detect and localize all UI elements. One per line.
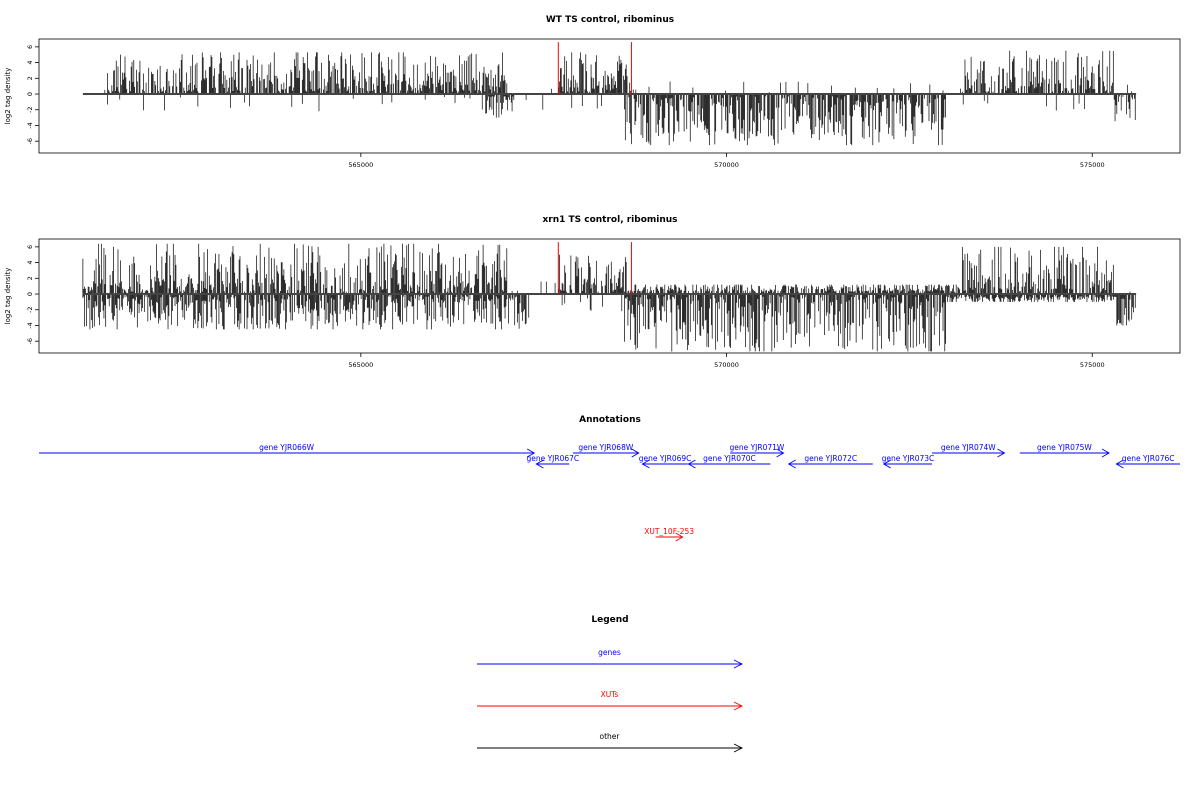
xrn1-density-bars: [82, 243, 1137, 352]
xrn1-track-title: xrn1 TS control, ribominus: [542, 215, 677, 225]
feature-label: gene YJR073C: [882, 454, 935, 463]
annotation-feature: gene YJR069C: [639, 454, 692, 469]
feature-label: gene YJR075W: [1037, 443, 1092, 452]
y-tick-label: 4: [26, 61, 34, 65]
annotation-feature: gene YJR072C: [787, 454, 873, 469]
annotation-feature: gene YJR073C: [882, 454, 935, 469]
x-tick-label: 575000: [1080, 161, 1105, 169]
legend-arrowhead: [733, 659, 744, 669]
x-tick-label: 565000: [348, 161, 373, 169]
feature-label: XUT_10F-253: [644, 527, 694, 536]
annotation-feature: gene YJR070C: [687, 454, 771, 469]
legend-arrowhead: [733, 701, 744, 711]
annotation-feature: gene YJR067C: [526, 454, 579, 469]
feature-arrowhead: [882, 459, 892, 469]
wt-track-panel: WT TS control, ribominus log2 tag densit…: [4, 15, 1181, 169]
xrn1-track-panel: xrn1 TS control, ribominus log2 tag dens…: [4, 215, 1181, 369]
legend-title: Legend: [591, 615, 628, 625]
feature-arrowhead: [1115, 459, 1124, 469]
wt-axis-ticks: -6 -4 -2 0 2 4 6 565000 570000 575000: [26, 45, 1105, 169]
annotations-title: Annotations: [579, 415, 641, 425]
x-tick-label: 565000: [348, 361, 373, 369]
feature-label: gene YJR070C: [703, 454, 756, 463]
wt-plot-frame: [38, 38, 1181, 154]
annotation-feature: gene YJR074W: [932, 443, 1006, 458]
feature-arrowhead: [787, 459, 796, 469]
x-tick-label: 570000: [714, 161, 739, 169]
feature-arrowhead: [535, 459, 544, 469]
feature-arrowhead: [776, 448, 785, 458]
y-tick-label: -2: [26, 107, 34, 113]
y-tick-label: -2: [26, 307, 34, 313]
feature-label: gene YJR074W: [941, 443, 996, 452]
y-tick-label: -6: [26, 138, 34, 144]
xrn1-markers: [557, 242, 632, 295]
feature-label: gene YJR067C: [526, 454, 579, 463]
legend-arrowhead: [733, 743, 744, 753]
xrn1-plot-frame: [38, 238, 1181, 354]
y-tick-label: 2: [26, 76, 34, 80]
density-bars-path: [82, 243, 1136, 352]
legend-label: genes: [598, 648, 621, 657]
y-tick-label: 2: [26, 276, 34, 280]
wt-track-title: WT TS control, ribominus: [546, 15, 674, 25]
feature-label: gene YJR072C: [804, 454, 857, 463]
x-tick-label: 570000: [714, 361, 739, 369]
y-tick-label: 4: [26, 261, 34, 265]
feature-arrowhead: [641, 459, 650, 469]
y-tick-label: 0: [26, 292, 34, 296]
legend-item: genes: [477, 648, 744, 669]
legend-item: other: [477, 732, 744, 753]
y-tick-label: 6: [26, 245, 34, 249]
y-tick-label: -6: [26, 338, 34, 344]
feature-label: gene YJR069C: [639, 454, 692, 463]
annotation-feature: gene YJR068W: [572, 443, 640, 458]
wt-density-bars: [82, 50, 1137, 146]
xrn1-axis-ticks: -6 -4 -2 0 2 4 6 565000 570000 575000: [26, 245, 1105, 369]
feature-arrowhead: [1101, 448, 1110, 458]
density-bars-path: [104, 50, 1136, 146]
legend-item: XUTs: [477, 690, 744, 711]
feature-label: gene YJR076C: [1122, 454, 1175, 463]
feature-label: gene YJR066W: [259, 443, 314, 452]
feature-label: gene YJR068W: [578, 443, 633, 452]
annotation-feature: gene YJR076C: [1115, 454, 1180, 469]
feature-label: gene YJR071W: [729, 443, 784, 452]
legend-panel: Legend genes XUTs other: [477, 615, 744, 753]
feature-arrowhead: [687, 459, 696, 469]
annotation-feature: gene YJR071W: [729, 443, 785, 458]
wt-y-axis-label: log2 tag density: [4, 68, 12, 125]
legend-items: genes XUTs other: [477, 648, 744, 753]
annotation-features: gene YJR066W gene YJR067C gene YJR068W gene…: [39, 443, 1180, 542]
y-tick-label: 6: [26, 45, 34, 49]
annotation-feature: XUT_10F-253: [644, 527, 694, 542]
feature-arrowhead: [526, 448, 536, 458]
y-tick-label: -4: [26, 322, 34, 328]
y-tick-label: 0: [26, 92, 34, 96]
x-tick-label: 575000: [1080, 361, 1105, 369]
feature-arrowhead: [997, 448, 1006, 458]
xrn1-y-axis-label: log2 tag density: [4, 268, 12, 325]
annotation-feature: gene YJR066W: [39, 443, 536, 458]
feature-arrowhead: [631, 448, 640, 458]
annotation-feature: gene YJR075W: [1019, 443, 1110, 458]
y-tick-label: -4: [26, 122, 34, 128]
legend-label: other: [600, 732, 621, 741]
legend-label: XUTs: [601, 690, 619, 699]
feature-arrowhead: [675, 532, 684, 542]
wt-markers: [557, 42, 632, 95]
